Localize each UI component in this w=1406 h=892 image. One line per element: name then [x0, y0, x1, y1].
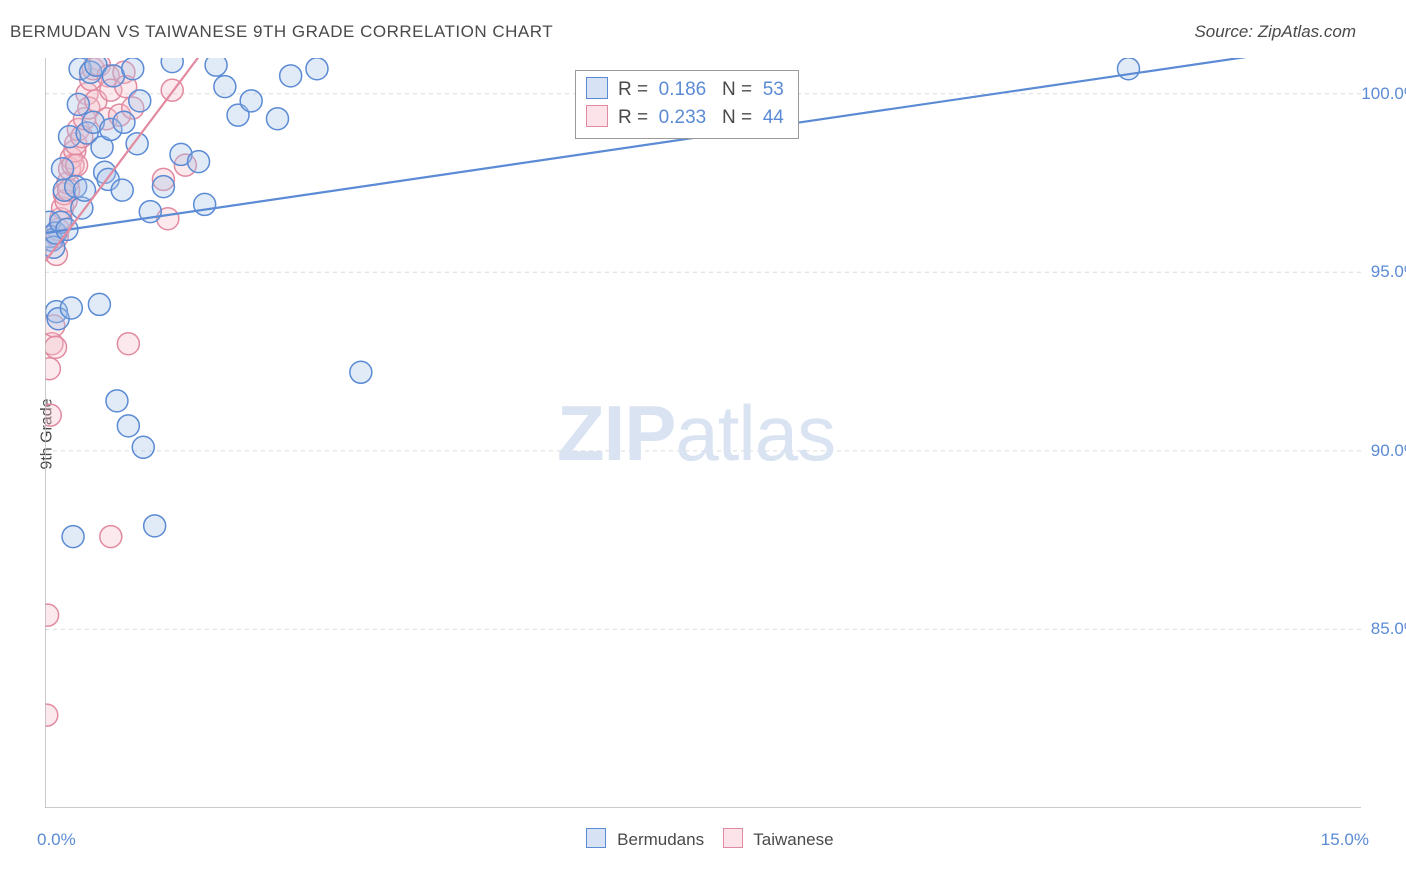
legend-swatch-taiwanese — [723, 828, 743, 848]
y-tick-label: 100.0% — [1361, 84, 1406, 104]
legend-label-taiwanese: Taiwanese — [753, 830, 833, 849]
legend-swatch-bermudans — [586, 828, 606, 848]
stats-swatch — [586, 77, 608, 99]
stats-legend-row: R = 0.186 N = 53 — [586, 76, 784, 104]
y-tick-label: 95.0% — [1371, 262, 1406, 282]
bottom-legend: Bermudans Taiwanese — [45, 828, 1361, 850]
chart-title: BERMUDAN VS TAIWANESE 9TH GRADE CORRELAT… — [10, 22, 553, 42]
chart-svg — [45, 58, 1361, 808]
scatter-chart: ZIPatlas R = 0.186 N = 53R = 0.233 N = 4… — [45, 58, 1361, 808]
stats-legend: R = 0.186 N = 53R = 0.233 N = 44 — [575, 70, 799, 139]
y-tick-label: 85.0% — [1371, 619, 1406, 639]
stats-legend-row: R = 0.233 N = 44 — [586, 104, 784, 132]
legend-label-bermudans: Bermudans — [617, 830, 704, 849]
stats-swatch — [586, 105, 608, 127]
y-tick-label: 90.0% — [1371, 441, 1406, 461]
source-attribution: Source: ZipAtlas.com — [1194, 22, 1356, 42]
